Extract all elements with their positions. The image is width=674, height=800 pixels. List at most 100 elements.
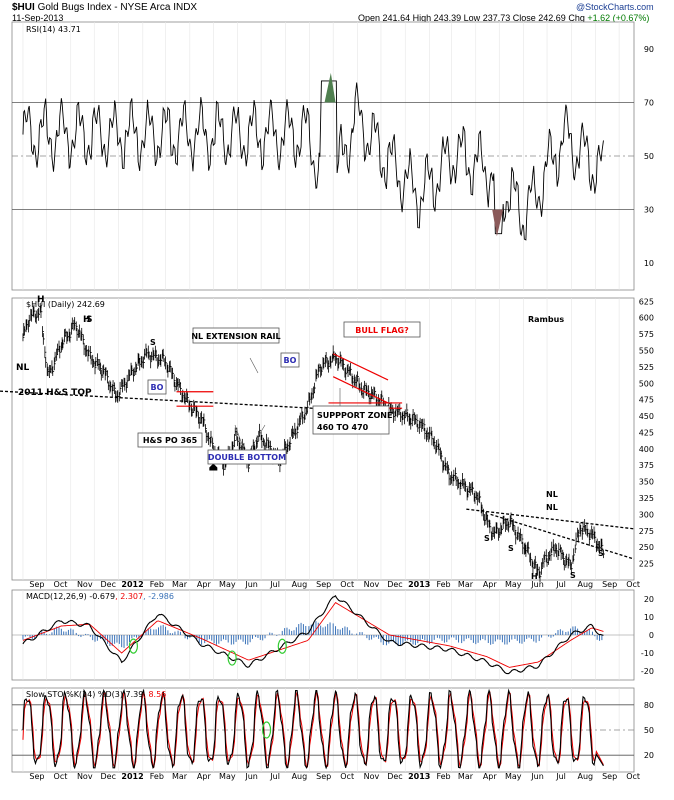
double-bottom-label: DOUBLE BOTTOM	[207, 449, 287, 465]
price-annotation: S	[484, 534, 490, 543]
open-value: 241.64	[382, 13, 411, 23]
x-tick-label: Aug	[578, 580, 594, 589]
x-tick-label: May	[219, 772, 236, 781]
macd-y-tick: 10	[644, 613, 654, 622]
x-tick-label: Jun	[244, 772, 258, 781]
price-y-tick: 600	[639, 314, 654, 323]
x-tick-label: Oct	[340, 772, 354, 781]
sto-cross-highlight	[261, 721, 272, 739]
x-tick-label: 2013	[408, 772, 430, 781]
macd-line	[22, 595, 604, 675]
nl-extension-rail-label-text: NL EXTENSION RAIL	[191, 332, 280, 341]
x-tick-label: Sep	[29, 772, 44, 781]
x-tick-label: Jul	[555, 772, 566, 781]
x-tick-label: Oct	[54, 580, 68, 589]
high-value: 243.39	[433, 13, 462, 23]
x-tick-label: Oct	[340, 580, 354, 589]
macd-value-1: , 2.307	[115, 592, 143, 601]
bo-label-1: BO	[147, 379, 167, 395]
callout-line	[249, 424, 266, 451]
x-tick-label: Feb	[150, 580, 164, 589]
x-tick-label: Jun	[244, 580, 258, 589]
x-tick-label: Sep	[316, 772, 331, 781]
price-y-tick: 275	[639, 527, 654, 536]
x-tick-label: May	[505, 772, 522, 781]
ohlc-row: Open 241.64 High 243.39 Low 237.73 Close…	[358, 13, 649, 23]
price-annotation: NL	[16, 363, 30, 373]
close-label: Close	[512, 13, 536, 23]
up-arrow	[209, 463, 218, 471]
bo-label-2-text: BO	[284, 356, 297, 365]
x-tick-label: Apr	[483, 580, 498, 589]
symbol: $HUI	[12, 2, 35, 13]
price-y-tick: 625	[639, 297, 654, 306]
x-axis-labels-sto: Sep Oct Nov Dec 2012 Feb Mar Apr May Jun Jul Aug Sep…	[29, 772, 640, 781]
support-zone-text-1: SUPPPORT ZONE	[317, 411, 392, 420]
panel-frame-price	[11, 297, 635, 581]
macd-title: MACD(12,26,9) -0.679, 2.307, -2.986	[26, 592, 174, 601]
close-value: 242.69	[538, 13, 566, 23]
price-y-tick: 250	[639, 543, 654, 552]
x-tick-label: Dec	[387, 580, 402, 589]
bo-label-2-box	[280, 352, 300, 368]
neckline-upper-2013	[466, 508, 635, 530]
price-annotation: H	[83, 315, 91, 325]
x-tick-label: Mar	[172, 772, 188, 781]
support-zone-text-2: 460 TO 470	[317, 423, 369, 432]
x-tick-label: Nov	[364, 772, 380, 781]
x-tick-label: Dec	[101, 772, 116, 781]
hs-po-label-text: H&S PO 365	[143, 436, 198, 445]
bull-flag-label-box	[343, 321, 421, 338]
price-y-tick: 375	[639, 461, 654, 470]
x-tick-label: Nov	[77, 580, 93, 589]
bo-label-2: BO	[280, 352, 300, 368]
bull-flag-lower	[332, 376, 389, 404]
bull-flag-upper	[332, 353, 389, 381]
price-y-tick: 550	[639, 346, 654, 355]
x-tick-label: May	[219, 580, 236, 589]
macd-y-tick: 0	[649, 631, 654, 640]
price-annotation: S	[508, 544, 514, 553]
chg-label: Chg	[568, 13, 585, 23]
sto-y-tick: 80	[644, 701, 654, 710]
x-tick-label: Apr	[483, 772, 498, 781]
macd-histogram	[22, 621, 603, 648]
rsi-y-tick: 90	[644, 45, 654, 54]
sto-k-line	[22, 688, 604, 770]
x-tick-label: Jul	[269, 772, 280, 781]
sto-y-tick: 20	[644, 751, 654, 760]
price-y-tick: 400	[639, 445, 654, 454]
nl-extension-rail-label: NL EXTENSION RAIL	[191, 327, 281, 344]
x-tick-label: Sep	[602, 580, 617, 589]
low-value: 237.73	[482, 13, 511, 23]
x-tick-label: Sep	[316, 580, 331, 589]
x-tick-label: Sep	[602, 772, 617, 781]
x-tick-label: 2012	[121, 772, 143, 781]
price-y-tick: 350	[639, 478, 654, 487]
rsi-y-tick: 10	[644, 259, 654, 268]
sto-value-0: 7.39	[126, 690, 144, 699]
price-y-tick: 475	[639, 396, 654, 405]
price-annotation: NL	[546, 503, 558, 512]
macd-y-tick: -20	[641, 667, 654, 676]
macd-value-2: , -2.986	[143, 592, 174, 601]
x-tick-label: Jun	[530, 772, 544, 781]
price-annotation: 2011 H&S TOP	[18, 388, 92, 398]
x-tick-label: Oct	[54, 772, 68, 781]
stockcharts-logo: @StockCharts.com	[576, 2, 654, 12]
rsi-line	[22, 80, 604, 241]
price-y-tick: 300	[639, 510, 654, 519]
x-tick-label: Apr	[197, 580, 212, 589]
bull-flag-label-text: BULL FLAG?	[355, 326, 409, 335]
price-y-tick: 500	[639, 379, 654, 388]
hs-po-label-box	[137, 432, 203, 448]
rsi-y-tick: 30	[644, 206, 654, 215]
price-annotation: H	[531, 572, 538, 581]
macd-cross-highlight	[128, 638, 139, 654]
x-tick-label: Sep	[29, 580, 44, 589]
price-y-tick: 425	[639, 428, 654, 437]
x-tick-label: Feb	[150, 772, 164, 781]
header-date: 11-Sep-2013	[12, 13, 64, 23]
x-tick-label: Aug	[578, 772, 594, 781]
x-tick-label: Feb	[436, 580, 450, 589]
